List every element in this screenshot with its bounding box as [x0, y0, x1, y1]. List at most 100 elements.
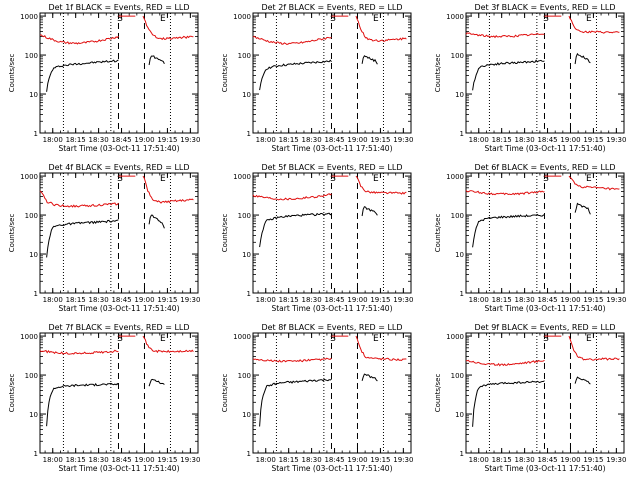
y-tick-label: 10: [242, 411, 251, 419]
x-tick-label: 18:45: [111, 296, 131, 304]
detector-panel-7: Det 7f BLACK = Events, RED = LLD 1 10 100 10…: [8, 323, 200, 473]
s-marker-label: S: [330, 334, 336, 344]
series-lld-line: [142, 175, 194, 204]
plot-frame: [465, 172, 625, 294]
x-tick-label: 19:00: [347, 296, 367, 304]
x-tick-label: 18:00: [43, 456, 63, 464]
y-tick-label: 1: [247, 290, 251, 298]
series-events-line: [574, 52, 591, 65]
y-axis-label: Counts/sec: [221, 214, 229, 253]
x-tick-label: 18:45: [537, 296, 557, 304]
x-tick-label: 19:15: [157, 456, 177, 464]
y-tick-label: 1000: [20, 13, 38, 21]
plot-frame: [252, 172, 412, 294]
x-tick-label: 18:45: [324, 296, 344, 304]
y-tick-label: 1: [460, 130, 464, 138]
x-tick-label: 18:45: [324, 136, 344, 144]
x-tick-label: 18:30: [515, 136, 535, 144]
y-tick-label: 10: [29, 91, 38, 99]
y-tick-label: 10: [242, 251, 251, 259]
x-tick-label: 18:30: [89, 296, 109, 304]
e-marker-label: E: [373, 174, 379, 184]
y-tick-label: 100: [238, 52, 251, 60]
plot-frame: [39, 172, 199, 294]
x-tick-label: 18:30: [302, 456, 322, 464]
series-events-line: [46, 382, 119, 427]
x-tick-label: 18:30: [302, 296, 322, 304]
x-tick-label: 18:15: [279, 456, 299, 464]
x-tick-label: 18:00: [43, 296, 63, 304]
x-tick-label: 19:30: [180, 456, 200, 464]
y-axis-label: Counts/sec: [8, 54, 16, 93]
series-lld-line: [142, 15, 194, 41]
x-tick-label: 18:30: [302, 136, 322, 144]
panel-title: Det 4f BLACK = Events, RED = LLD: [48, 163, 189, 172]
series-lld-line: [355, 15, 407, 43]
detector-panel-5: Det 5f BLACK = Events, RED = LLD 1 10 100 10…: [221, 163, 413, 313]
y-tick-label: 100: [238, 372, 251, 380]
x-tick-label: 19:30: [393, 136, 413, 144]
y-tick-label: 10: [455, 91, 464, 99]
y-axis-label: Counts/sec: [8, 374, 16, 413]
x-tick-label: 19:15: [370, 456, 390, 464]
series-lld-line: [465, 190, 545, 196]
x-tick-label: 18:15: [279, 296, 299, 304]
series-events-line: [148, 378, 165, 387]
y-tick-label: 1: [34, 450, 38, 458]
x-tick-label: 18:00: [256, 136, 276, 144]
x-tick-label: 18:45: [537, 136, 557, 144]
x-tick-label: 18:45: [111, 136, 131, 144]
x-axis-label: Start Time (03-Oct-11 17:51:40): [271, 144, 392, 153]
x-tick-label: 19:00: [134, 136, 154, 144]
x-axis-label: Start Time (03-Oct-11 17:51:40): [271, 304, 392, 313]
y-tick-label: 1: [460, 290, 464, 298]
y-tick-label: 1: [34, 130, 38, 138]
e-marker-label: E: [160, 334, 166, 344]
x-tick-label: 18:15: [492, 296, 512, 304]
x-tick-label: 19:00: [560, 296, 580, 304]
e-marker-label: E: [160, 174, 166, 184]
s-marker-label: S: [543, 334, 549, 344]
panel-title: Det 7f BLACK = Events, RED = LLD: [48, 323, 189, 332]
plot-frame: [252, 332, 412, 454]
x-tick-label: 19:15: [370, 296, 390, 304]
x-tick-label: 18:00: [469, 136, 489, 144]
series-lld-line: [568, 335, 620, 361]
e-marker-label: E: [373, 334, 379, 344]
x-tick-label: 18:15: [279, 136, 299, 144]
detector-panel-3: Det 3f BLACK = Events, RED = LLD 1 10 100 10…: [434, 3, 626, 153]
e-marker-label: E: [373, 14, 379, 24]
s-marker-label: S: [543, 174, 549, 184]
x-axis-label: Start Time (03-Oct-11 17:51:40): [484, 304, 605, 313]
series-events-line: [574, 376, 591, 385]
x-tick-label: 18:00: [43, 136, 63, 144]
y-tick-label: 100: [25, 372, 38, 380]
x-tick-label: 19:30: [180, 136, 200, 144]
s-marker-label: S: [117, 14, 123, 24]
x-tick-label: 19:15: [583, 456, 603, 464]
y-tick-label: 10: [242, 91, 251, 99]
detector-panel-2: Det 2f BLACK = Events, RED = LLD 1 10 100 10…: [221, 3, 413, 153]
s-marker-label: S: [117, 174, 123, 184]
x-tick-label: 19:30: [606, 136, 626, 144]
y-axis-label: Counts/sec: [221, 374, 229, 413]
x-tick-label: 18:00: [256, 296, 276, 304]
y-tick-label: 100: [451, 372, 464, 380]
e-marker-label: E: [586, 14, 592, 24]
x-tick-label: 19:15: [157, 296, 177, 304]
series-events-line: [361, 55, 378, 65]
plot-frame: [39, 332, 199, 454]
series-events-line: [148, 214, 165, 229]
x-tick-label: 19:15: [157, 136, 177, 144]
y-axis-label: Counts/sec: [434, 214, 442, 253]
x-tick-label: 18:45: [324, 456, 344, 464]
x-tick-label: 19:30: [606, 296, 626, 304]
y-tick-label: 1000: [20, 333, 38, 341]
series-lld-line: [142, 335, 194, 354]
x-tick-label: 18:45: [537, 456, 557, 464]
series-lld-line: [39, 190, 119, 208]
s-marker-label: S: [543, 14, 549, 24]
x-axis-label: Start Time (03-Oct-11 17:51:40): [58, 144, 179, 153]
series-events-line: [46, 219, 119, 258]
x-tick-label: 19:00: [560, 136, 580, 144]
